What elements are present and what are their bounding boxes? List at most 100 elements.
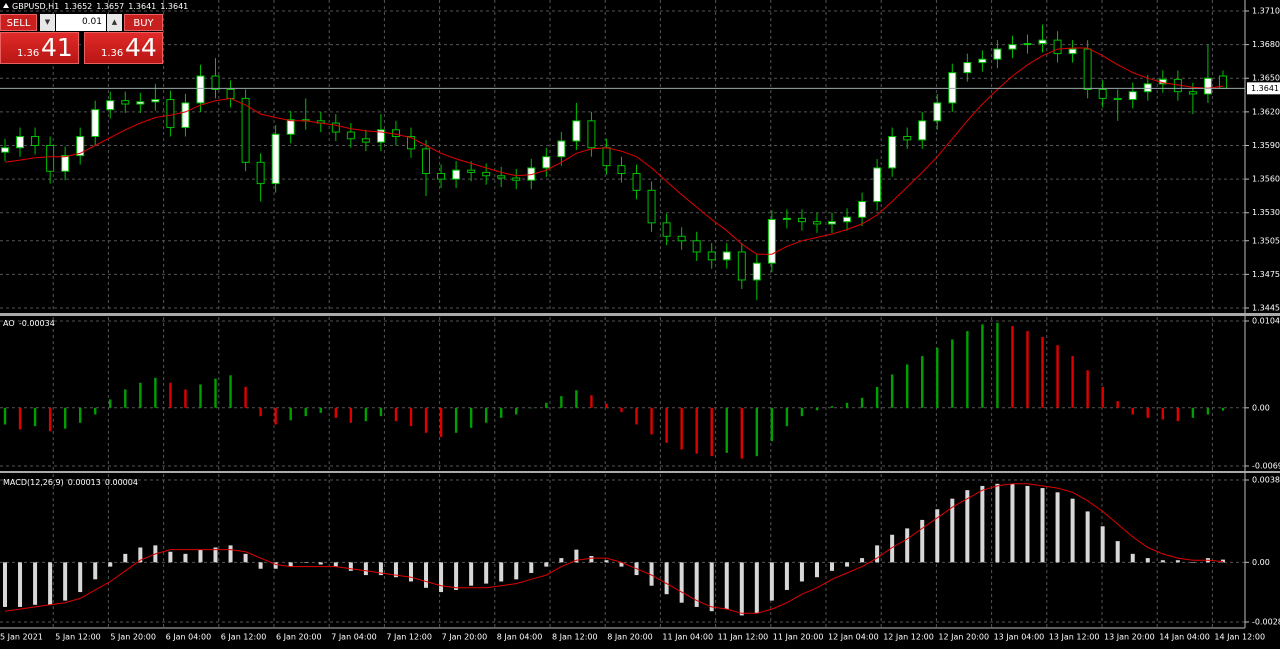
macd-bar [243, 553, 248, 563]
macd-bar [799, 562, 804, 582]
ao-bar [1071, 356, 1074, 408]
ao-bar [169, 382, 172, 408]
y-tick-label: 1.3505 [1252, 236, 1280, 245]
indicator-label: AO -0.00034 [3, 319, 55, 328]
y-tick-label: 1.3560 [1252, 175, 1280, 184]
ao-bar [394, 407, 398, 422]
macd-bar [469, 562, 474, 586]
macd-bar [890, 534, 895, 563]
candle-body [812, 221, 821, 225]
signal-line [4, 483, 1224, 614]
macd-bar [514, 562, 519, 580]
x-tick-label: 14 Jan 04:00 [1159, 633, 1210, 642]
candle-body [677, 235, 686, 242]
ao-bar [304, 407, 307, 417]
macd-bar [348, 562, 353, 571]
candle-body [1083, 48, 1092, 90]
ao-bar [650, 407, 653, 435]
macd-bar [724, 562, 729, 610]
ao-bar [1026, 331, 1029, 408]
candle-body [391, 129, 400, 138]
x-tick-label: 8 Jan 20:00 [607, 633, 653, 642]
y-tick-label: -0.00281 [1252, 618, 1280, 627]
chart-header: GBPUSD,H1 1.3652 1.3657 1.3641 1.3641 [12, 2, 188, 11]
macd-bar [424, 562, 429, 588]
macd-bar [198, 549, 203, 563]
y-tick-label: 0.00 [1252, 403, 1270, 412]
ao-title: AO [3, 319, 15, 328]
macd-bar [1100, 526, 1105, 563]
candle-body [256, 161, 265, 185]
ao-bar [996, 322, 999, 408]
ao-bar [890, 374, 894, 408]
ao-bar [18, 407, 22, 430]
ao-bar [1101, 386, 1104, 408]
ao-bar [469, 407, 473, 428]
candle-body [692, 240, 701, 253]
macd-bar [363, 562, 368, 576]
x-tick-label: 14 Jan 12:00 [1214, 633, 1265, 642]
macd-bar [574, 549, 579, 563]
ao-bar [770, 407, 774, 442]
ao-bar [1056, 345, 1059, 408]
macd-bar [529, 562, 534, 573]
candle-body [91, 109, 100, 138]
ao-bar [3, 407, 7, 425]
candle-body [106, 100, 115, 111]
ao-bar [635, 407, 638, 425]
macd-title: MACD(12,26,9) [3, 478, 64, 487]
candle-body [346, 131, 355, 140]
candle-body [1188, 91, 1197, 95]
open-value: 1.3652 [64, 2, 92, 11]
macd-bar [288, 562, 293, 567]
ao-bar [921, 356, 924, 408]
ao-bar [1041, 336, 1044, 408]
macd-bar [1115, 541, 1120, 563]
lot-input[interactable]: 0.01 [56, 14, 106, 31]
candle-body [211, 75, 220, 90]
ao-bar [274, 407, 277, 425]
candle-body [331, 122, 340, 133]
header-icon [3, 3, 9, 8]
ao-bar [1131, 407, 1134, 415]
x-tick-label: 7 Jan 12:00 [386, 633, 432, 642]
buy-button[interactable]: BUY [124, 14, 163, 31]
x-tick-label: 7 Jan 04:00 [331, 633, 377, 642]
macd-bar [845, 562, 850, 567]
ao-bar [905, 364, 909, 408]
macd-bar [860, 558, 865, 563]
lot-down[interactable]: ▼ [40, 14, 55, 31]
candle-body [828, 221, 837, 225]
candle-body [1008, 44, 1017, 50]
sell-price[interactable]: 1.36 41 [0, 32, 79, 64]
macd-bar [709, 562, 714, 612]
ao-bar [545, 402, 548, 408]
chart-title: GBPUSD,H1 [12, 2, 59, 11]
ao-bar [845, 402, 849, 408]
ao-bar [680, 407, 683, 450]
lot-up[interactable]: ▲ [107, 14, 122, 31]
macd-bar [1145, 558, 1150, 563]
ao-bar [575, 390, 578, 408]
macd-bar [995, 483, 1000, 563]
ao-bar [800, 407, 804, 417]
candle-body [993, 48, 1002, 60]
sell-button[interactable]: SELL [0, 14, 37, 31]
macd-bar [1025, 485, 1030, 563]
macd-value: 0.00013 [68, 478, 101, 487]
candle-body [61, 155, 70, 172]
candle-body [918, 120, 927, 141]
ao-bar [1116, 401, 1119, 408]
candle-body [241, 97, 250, 163]
y-tick-label: 0.00388 [1252, 476, 1280, 485]
macd-bar [439, 562, 444, 593]
x-tick-label: 13 Jan 04:00 [994, 633, 1045, 642]
candle-body [16, 136, 25, 149]
ao-bar [966, 331, 969, 408]
x-tick-label: 13 Jan 20:00 [1104, 633, 1155, 642]
macd-bar [950, 498, 955, 563]
macd-bar [754, 562, 759, 614]
buy-price[interactable]: 1.36 44 [84, 32, 163, 64]
y-tick-label: 0.00 [1252, 558, 1270, 567]
ao-bar [484, 407, 488, 423]
